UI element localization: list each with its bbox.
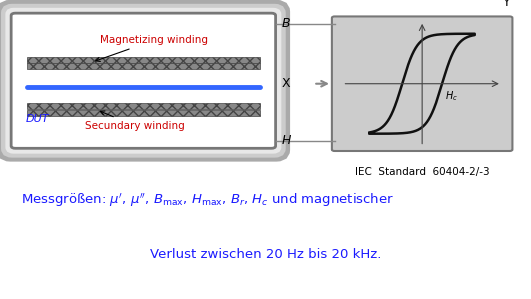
FancyBboxPatch shape <box>6 10 280 152</box>
Bar <box>27 63 260 69</box>
Text: Verlust zwischen 20 Hz bis 20 kHz.: Verlust zwischen 20 Hz bis 20 kHz. <box>150 248 381 261</box>
Bar <box>27 57 260 63</box>
Text: Magnetizing winding: Magnetizing winding <box>96 35 208 61</box>
FancyBboxPatch shape <box>8 11 279 151</box>
Text: $H_c$: $H_c$ <box>445 89 458 103</box>
FancyBboxPatch shape <box>11 13 276 148</box>
Text: Messgrößen: $\mu'$, $\mu''$, $B_{\mathrm{max}}$, $H_{\mathrm{max}}$, $B_r$, $H_c: Messgrößen: $\mu'$, $\mu''$, $B_{\mathrm… <box>21 192 394 209</box>
Text: DUT: DUT <box>25 114 49 123</box>
Text: H: H <box>281 134 291 147</box>
Text: Secundary winding: Secundary winding <box>84 111 184 131</box>
Text: Y: Y <box>503 0 511 9</box>
Bar <box>27 103 260 109</box>
FancyBboxPatch shape <box>10 12 277 150</box>
Text: B: B <box>281 17 290 30</box>
FancyBboxPatch shape <box>332 16 512 151</box>
Bar <box>27 110 260 116</box>
Text: IEC  Standard  60404-2/-3: IEC Standard 60404-2/-3 <box>355 167 490 177</box>
Text: X: X <box>281 77 290 90</box>
